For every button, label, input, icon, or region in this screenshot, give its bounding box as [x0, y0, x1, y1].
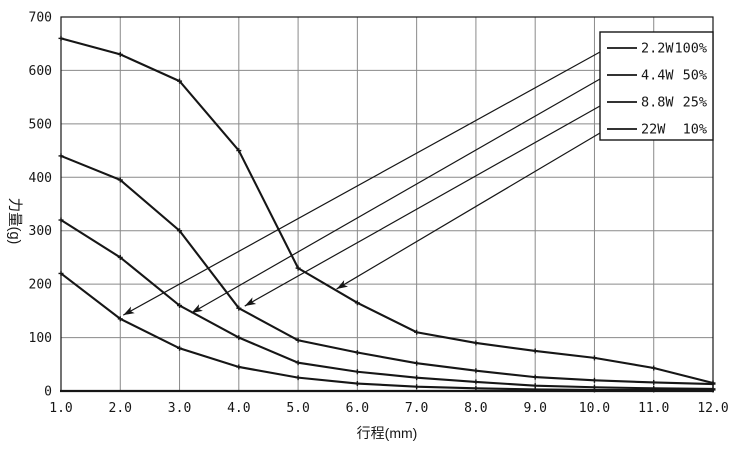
data-point-marker [236, 335, 242, 341]
y-tick-label: 600 [29, 64, 52, 79]
data-point-marker [354, 381, 360, 387]
x-tick-label: 6.0 [346, 401, 369, 416]
y-tick-label: 500 [29, 117, 52, 132]
data-point-marker [651, 365, 657, 371]
data-point-marker [295, 337, 301, 343]
legend-duty-label: 100% [674, 41, 707, 57]
x-tick-label: 3.0 [168, 401, 191, 416]
data-point-marker [532, 348, 538, 354]
leader-arrow-icon [336, 280, 349, 289]
legend-item-8.8W: 8.8W 25% [607, 95, 707, 111]
legend-duty-label: 50% [683, 68, 707, 84]
x-axis-title: 行程(mm) [357, 425, 418, 441]
data-point-marker [236, 148, 242, 154]
leader-line-4.4W [191, 78, 601, 314]
data-point-marker [473, 368, 479, 374]
series-4.4W [58, 217, 716, 392]
x-tick-label: 9.0 [523, 401, 546, 416]
data-point-marker [117, 51, 123, 57]
legend-power-label: 4.4W [641, 68, 674, 84]
leader-line-2.2W [122, 51, 601, 316]
legend-power-label: 8.8W [641, 95, 674, 111]
y-tick-label: 0 [44, 385, 52, 400]
data-point-marker [651, 385, 657, 391]
data-point-marker [591, 355, 597, 361]
data-point-marker [177, 303, 183, 309]
y-tick-label: 200 [29, 278, 52, 293]
legend-frame [599, 31, 714, 141]
x-tick-label: 5.0 [286, 401, 309, 416]
legend-item-2.2W: 2.2W 100% [607, 41, 707, 57]
data-point-marker [473, 385, 479, 391]
data-point-marker [177, 228, 183, 234]
x-tick-label: 4.0 [227, 401, 250, 416]
y-axis-title: 力量(g) [6, 198, 23, 245]
x-tick-label: 2.0 [109, 401, 132, 416]
leader-arrow-icon [191, 304, 203, 313]
leader-line-22W [336, 132, 601, 290]
data-point-marker [58, 270, 64, 276]
series-line-22W [60, 37, 714, 385]
data-point-marker [236, 305, 242, 311]
data-point-marker [651, 379, 657, 385]
data-point-marker [295, 265, 301, 271]
legend: 2.2W 100%4.4W 50%8.8W 25%22W 10% [599, 31, 714, 141]
data-point-marker [710, 386, 716, 392]
x-tick-label: 12.0 [697, 401, 728, 416]
y-tick-label: 100 [29, 331, 52, 346]
legend-duty-label: 10% [683, 122, 707, 138]
data-point-marker [58, 35, 64, 41]
y-tick-label: 400 [29, 171, 52, 186]
series-line-8.8W [60, 154, 714, 386]
y-tick-label: 300 [29, 224, 52, 239]
series-line-2.2W [60, 272, 713, 391]
x-tick-label: 11.0 [638, 401, 669, 416]
leader-line-8.8W [244, 105, 601, 307]
data-point-marker [117, 177, 123, 183]
data-point-marker [354, 300, 360, 306]
series-22W [58, 35, 716, 386]
data-point-marker [295, 360, 301, 366]
legend-item-4.4W: 4.4W 50% [607, 68, 707, 84]
data-point-marker [414, 384, 420, 390]
data-point-marker [354, 350, 360, 356]
legend-duty-label: 25% [683, 95, 707, 111]
data-point-marker [236, 364, 242, 370]
plot-border [60, 16, 714, 393]
legend-power-label: 22W [641, 122, 666, 138]
data-point-marker [58, 153, 64, 159]
data-point-marker [591, 377, 597, 383]
legend-leader-lines [122, 51, 601, 316]
y-tick-label: 700 [29, 11, 52, 26]
x-tick-label: 1.0 [49, 401, 72, 416]
data-point-marker [117, 254, 123, 260]
data-point-marker [414, 375, 420, 381]
data-point-marker [710, 380, 716, 386]
legend-power-label: 2.2W [641, 41, 674, 57]
x-tick-label: 7.0 [405, 401, 428, 416]
data-point-marker [177, 78, 183, 84]
legend-item-22W: 22W 10% [607, 122, 707, 138]
data-point-marker [177, 345, 183, 351]
data-point-marker [295, 375, 301, 381]
data-point-marker [58, 217, 64, 223]
leader-arrow-icon [244, 297, 257, 307]
x-tick-label: 10.0 [579, 401, 610, 416]
x-tick-label: 8.0 [464, 401, 487, 416]
data-point-marker [473, 340, 479, 346]
data-point-marker [591, 384, 597, 390]
data-point-marker [473, 379, 479, 385]
data-point-marker [354, 369, 360, 375]
data-point-marker [414, 360, 420, 366]
axis-tick-labels: 0 100 200 300 400 500 600 700 1.0 2.0 3.0 4.0 5.0 6.0… [29, 11, 729, 417]
gridlines [61, 17, 713, 391]
data-point-marker [414, 329, 420, 335]
leader-arrow-icon [123, 306, 135, 316]
series-line-4.4W [60, 219, 714, 390]
data-point-marker [532, 383, 538, 389]
data-point-marker [532, 374, 538, 380]
data-point-marker [117, 316, 123, 322]
